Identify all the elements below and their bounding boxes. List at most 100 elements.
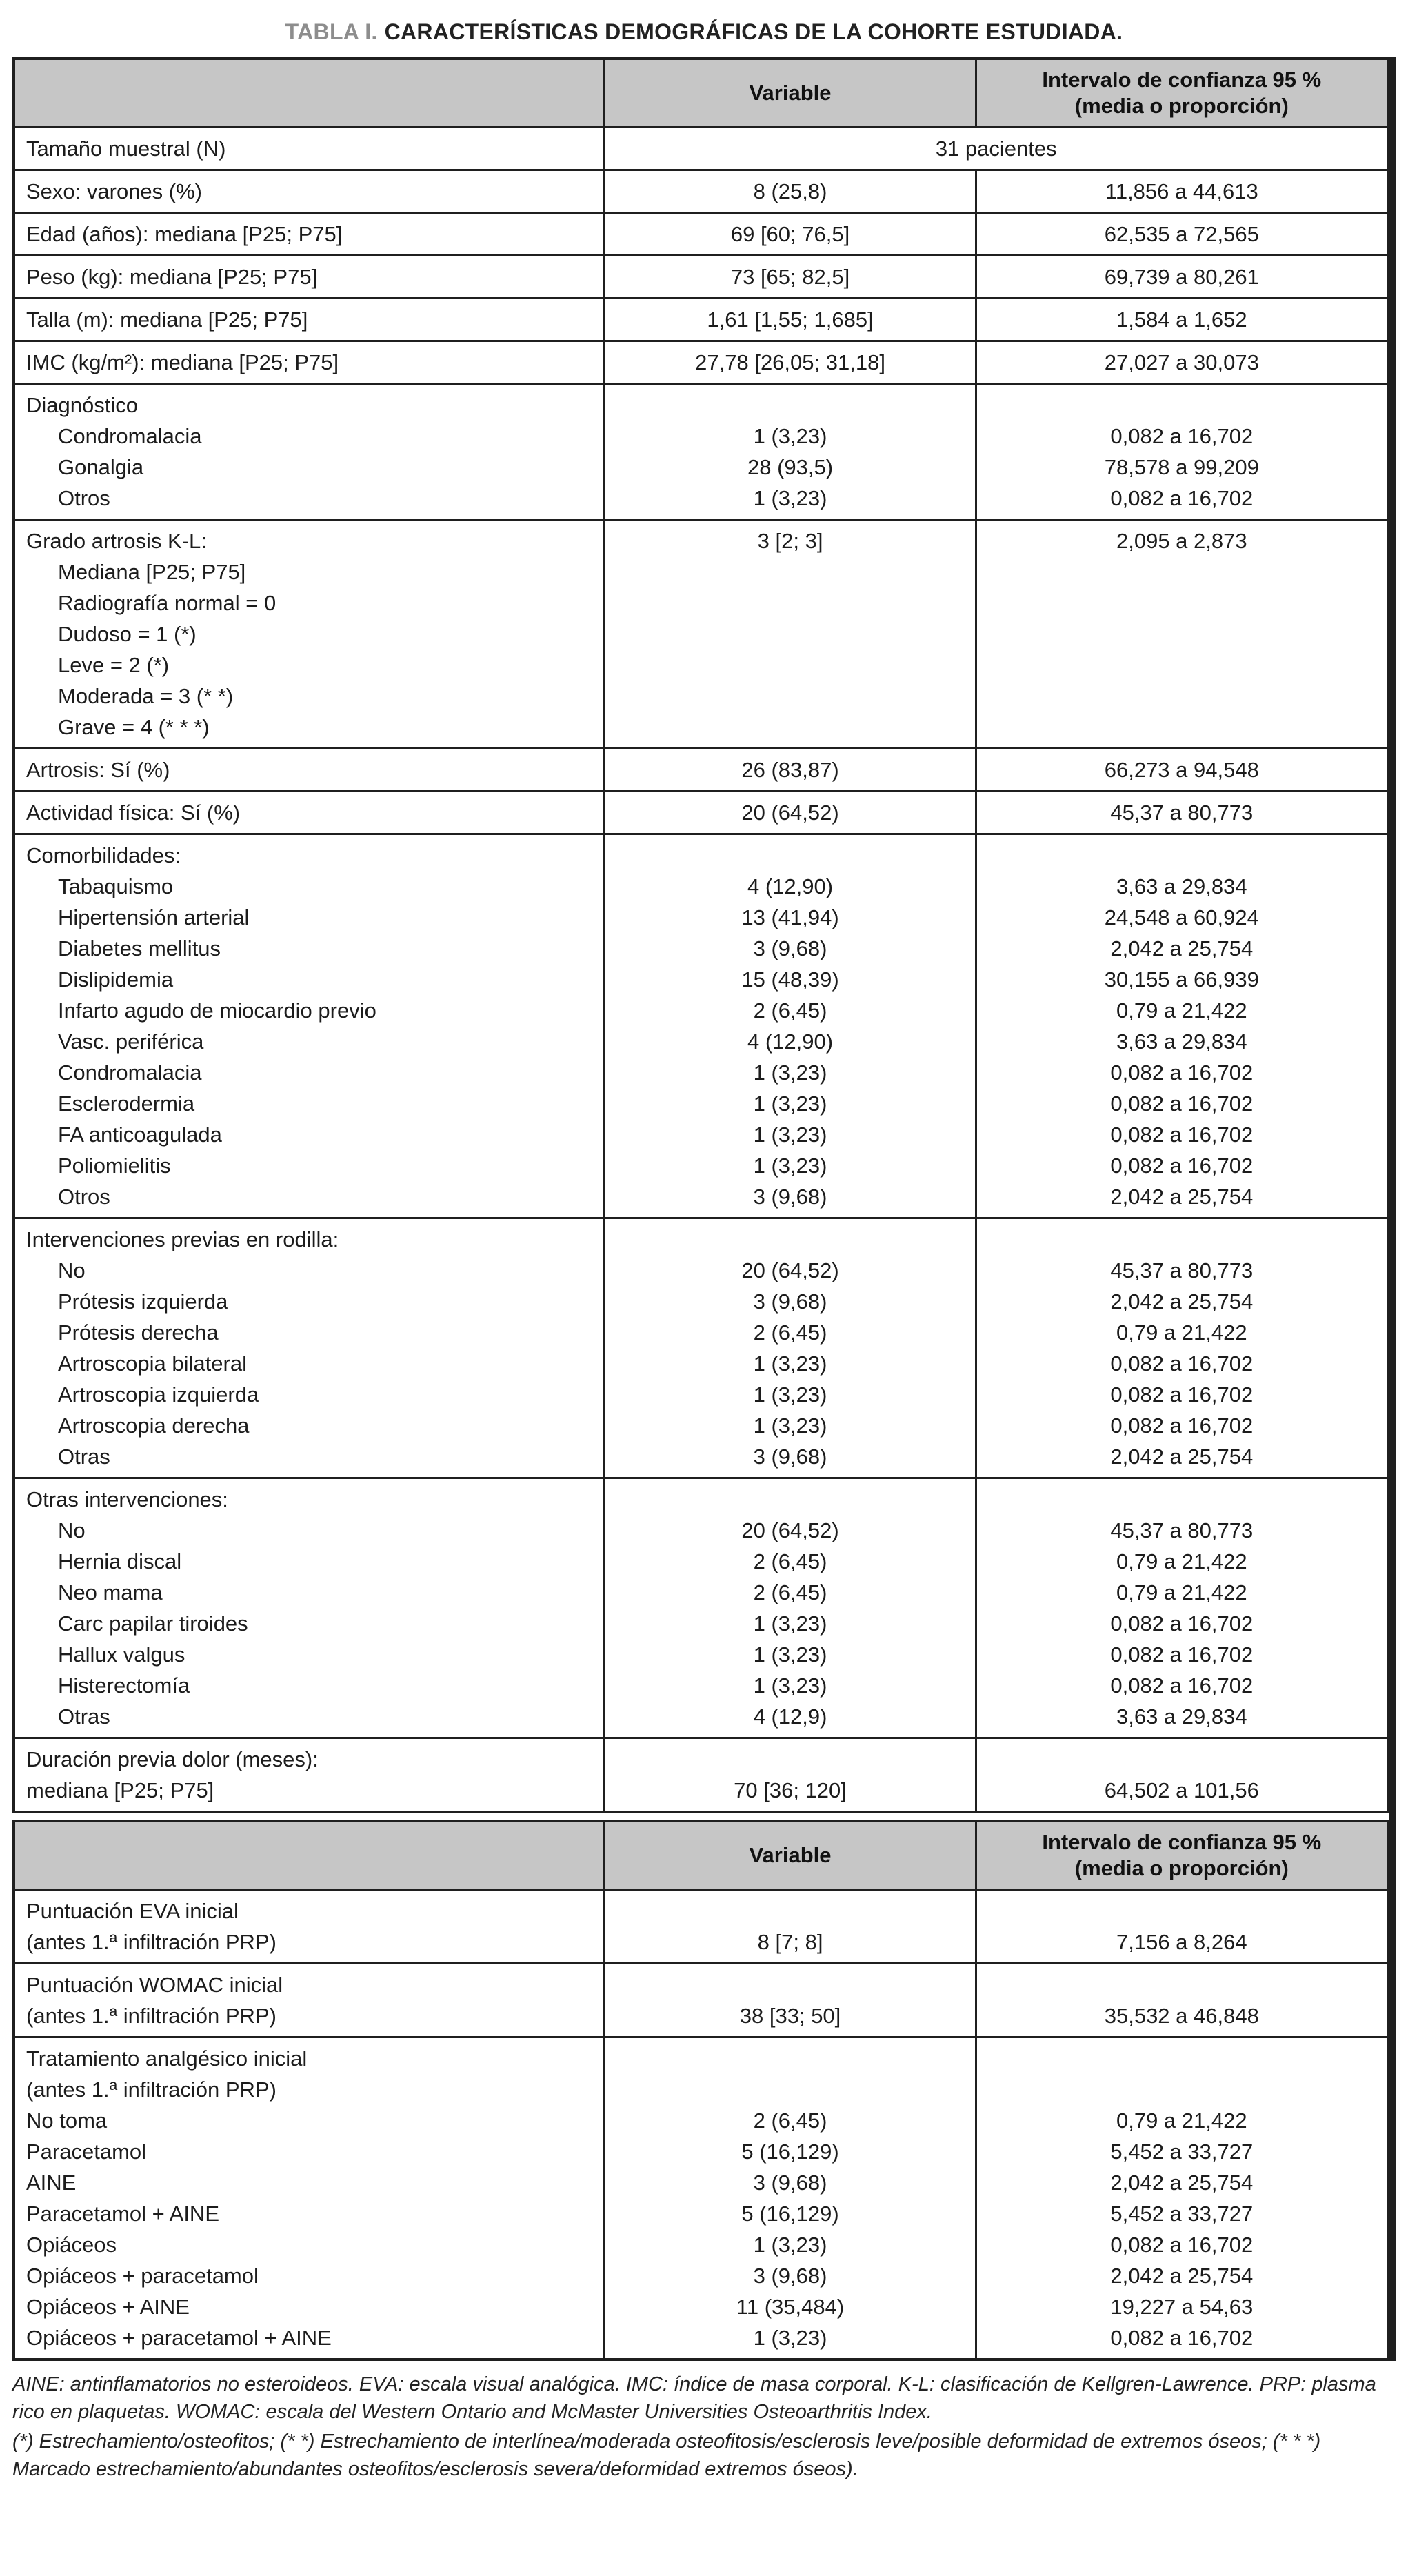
- cell-line: Duración previa dolor (meses):: [26, 1747, 319, 1771]
- cell-line: 0,082 a 16,702: [1110, 1091, 1254, 1116]
- table-row: Artrosis: Sí (%) 26 (83,87) 66,273 a 94,54…: [12, 747, 1389, 792]
- cell-line: 2,042 a 25,754: [1110, 1445, 1254, 1469]
- cell-line: [983, 1969, 1381, 2000]
- cell-line: 1 (3,23): [753, 1351, 827, 1376]
- cell-line: 0,082 a 16,702: [1110, 1382, 1254, 1407]
- cell-line: 0,082 a 16,702: [1110, 2326, 1254, 2350]
- row-label-cell: IMC (kg/m²): mediana [P25; P75]: [12, 340, 606, 385]
- table-row: Edad (años): mediana [P25; P75] 69 [60; 7…: [12, 212, 1389, 256]
- cell-line: 20 (64,52): [741, 801, 839, 825]
- cell-line: 3 [2; 3]: [757, 529, 823, 553]
- cell-line: 4 (12,90): [747, 874, 834, 898]
- cell-line: 1 (3,23): [753, 1611, 827, 1636]
- row-ci-cell: 0,79 a 21,422 5,452 a 33,727 2,042 a 25,75…: [974, 2036, 1389, 2361]
- cell-line: [611, 1744, 969, 1775]
- row-ci-cell: 0,082 a 16,702 78,578 a 99,209 0,082 a 16,…: [974, 383, 1389, 521]
- cell-line: 62,535 a 72,565: [1104, 222, 1259, 246]
- cell-line: Opiáceos + paracetamol + AINE: [26, 2326, 332, 2350]
- cell-line: 0,082 a 16,702: [1110, 486, 1254, 510]
- header-empty-cell: [12, 57, 606, 128]
- row-variable-cell: 69 [60; 76,5]: [603, 212, 977, 256]
- row-label-cell: Artrosis: Sí (%): [12, 747, 606, 792]
- cell-line: FA anticoagulada: [58, 1123, 222, 1147]
- cell-line: 2 (6,45): [753, 2109, 827, 2133]
- cell-line: 0,79 a 21,422: [1116, 1580, 1247, 1604]
- row-span-value-cell: 31 pacientes: [603, 126, 1389, 171]
- cell-line: 45,37 a 80,773: [1110, 1518, 1254, 1542]
- cell-line: 5,452 a 33,727: [1110, 2140, 1254, 2164]
- cell-line: Moderada = 3 (* *): [58, 684, 234, 708]
- cell-line: 66,273 a 94,548: [1104, 758, 1259, 782]
- row-label-cell: Intervenciones previas en rodilla: No Prót…: [12, 1217, 606, 1479]
- header-confidence-interval: Intervalo de confianza 95 % (media o pro…: [974, 57, 1389, 128]
- cell-line: [983, 840, 1381, 871]
- cell-line: 1 (3,23): [753, 486, 827, 510]
- cell-line: [983, 1895, 1381, 1926]
- row-label-cell: Edad (años): mediana [P25; P75]: [12, 212, 606, 256]
- cell-line: (antes 1.ª infiltración PRP): [26, 2004, 276, 2028]
- cell-line: 1 (3,23): [753, 1413, 827, 1438]
- cell-line: Opiáceos: [26, 2233, 117, 2257]
- cell-line: 0,082 a 16,702: [1110, 1673, 1254, 1698]
- cell-line: Diagnóstico: [26, 393, 138, 417]
- header-variable: Variable: [603, 1820, 977, 1891]
- cell-line: Tabaquismo: [58, 874, 174, 898]
- row-label-cell: Puntuación EVA inicial (antes 1.ª infiltr…: [12, 1889, 606, 1964]
- row-label-cell: Actividad física: Sí (%): [12, 790, 606, 835]
- cell-line: [611, 2074, 969, 2105]
- cell-line: 26 (83,87): [741, 758, 839, 782]
- cell-line: Condromalacia: [58, 1060, 202, 1085]
- table-title-prefix: TABLA I.: [285, 19, 378, 44]
- cell-line: [983, 2074, 1381, 2105]
- cell-line: [983, 587, 1381, 618]
- cell-line: Otras: [58, 1445, 110, 1469]
- cell-line: 69 [60; 76,5]: [730, 222, 850, 246]
- table-row: Sexo: varones (%) 8 (25,8) 11,856 a 44,613: [12, 169, 1389, 214]
- row-ci-cell: 7,156 a 8,264: [974, 1889, 1389, 1964]
- row-label-cell: Grado artrosis K-L: Mediana [P25; P75] Rad…: [12, 519, 606, 749]
- cell-line: 1 (3,23): [753, 424, 827, 448]
- cell-line: 45,37 a 80,773: [1110, 1258, 1254, 1282]
- row-ci-cell: 69,739 a 80,261: [974, 254, 1389, 299]
- table-row: Diagnóstico Condromalacia Gonalgia Otros 1 …: [12, 383, 1389, 521]
- cell-line: 0,082 a 16,702: [1110, 2233, 1254, 2257]
- cell-line: 0,082 a 16,702: [1110, 1060, 1254, 1085]
- cell-line: Artrosis: Sí (%): [26, 758, 170, 782]
- row-variable-cell: 27,78 [26,05; 31,18]: [603, 340, 977, 385]
- cell-line: [611, 618, 969, 650]
- table-title-text: CARACTERÍSTICAS DEMOGRÁFICAS DE LA COHOR…: [384, 19, 1123, 44]
- cell-line: 20 (64,52): [741, 1518, 839, 1542]
- cell-line: [983, 1744, 1381, 1775]
- table-title: TABLA I. CARACTERÍSTICAS DEMOGRÁFICAS DE …: [12, 19, 1396, 45]
- cell-line: 2 (6,45): [753, 998, 827, 1023]
- cell-line: 15 (48,39): [741, 967, 839, 992]
- cell-line: (antes 1.ª infiltración PRP): [26, 1930, 276, 1954]
- table-row: Puntuación EVA inicial (antes 1.ª infiltr…: [12, 1889, 1389, 1964]
- cell-line: 73 [65; 82,5]: [730, 265, 850, 289]
- cell-line: 28 (93,5): [747, 455, 834, 479]
- cell-line: [983, 712, 1381, 743]
- cell-line: 45,37 a 80,773: [1110, 801, 1254, 825]
- cell-line: Tratamiento analgésico inicial: [26, 2046, 308, 2071]
- cell-line: IMC (kg/m²): mediana [P25; P75]: [26, 350, 339, 374]
- cell-line: Puntuación EVA inicial: [26, 1899, 239, 1923]
- cell-line: Prótesis derecha: [58, 1320, 219, 1345]
- table-stack: Variable Intervalo de confianza 95 % (me…: [12, 57, 1396, 2361]
- cell-line: 30,155 a 66,939: [1104, 967, 1259, 992]
- row-variable-cell: 3 [2; 3]: [603, 519, 977, 749]
- table-row: Otras intervenciones: No Hernia discal Neo …: [12, 1477, 1389, 1739]
- table-row: Intervenciones previas en rodilla: No Prót…: [12, 1217, 1389, 1479]
- cell-line: Dislipidemia: [58, 967, 174, 992]
- row-ci-cell: 3,63 a 29,834 24,548 a 60,924 2,042 a 25,7…: [974, 833, 1389, 1219]
- cell-line: 35,532 a 46,848: [1104, 2004, 1259, 2028]
- cell-line: 0,082 a 16,702: [1110, 1351, 1254, 1376]
- cell-line: [611, 390, 969, 421]
- table-row: Actividad física: Sí (%) 20 (64,52) 45,37 …: [12, 790, 1389, 835]
- row-label-cell: Diagnóstico Condromalacia Gonalgia Otros: [12, 383, 606, 521]
- cell-line: AINE: [26, 2171, 77, 2195]
- row-ci-cell: 45,37 a 80,773 0,79 a 21,422 0,79 a 21,422…: [974, 1477, 1389, 1739]
- row-ci-cell: 62,535 a 72,565: [974, 212, 1389, 256]
- cell-line: 3 (9,68): [753, 1289, 827, 1314]
- row-label-cell: Sexo: varones (%): [12, 169, 606, 214]
- cell-line: [611, 1969, 969, 2000]
